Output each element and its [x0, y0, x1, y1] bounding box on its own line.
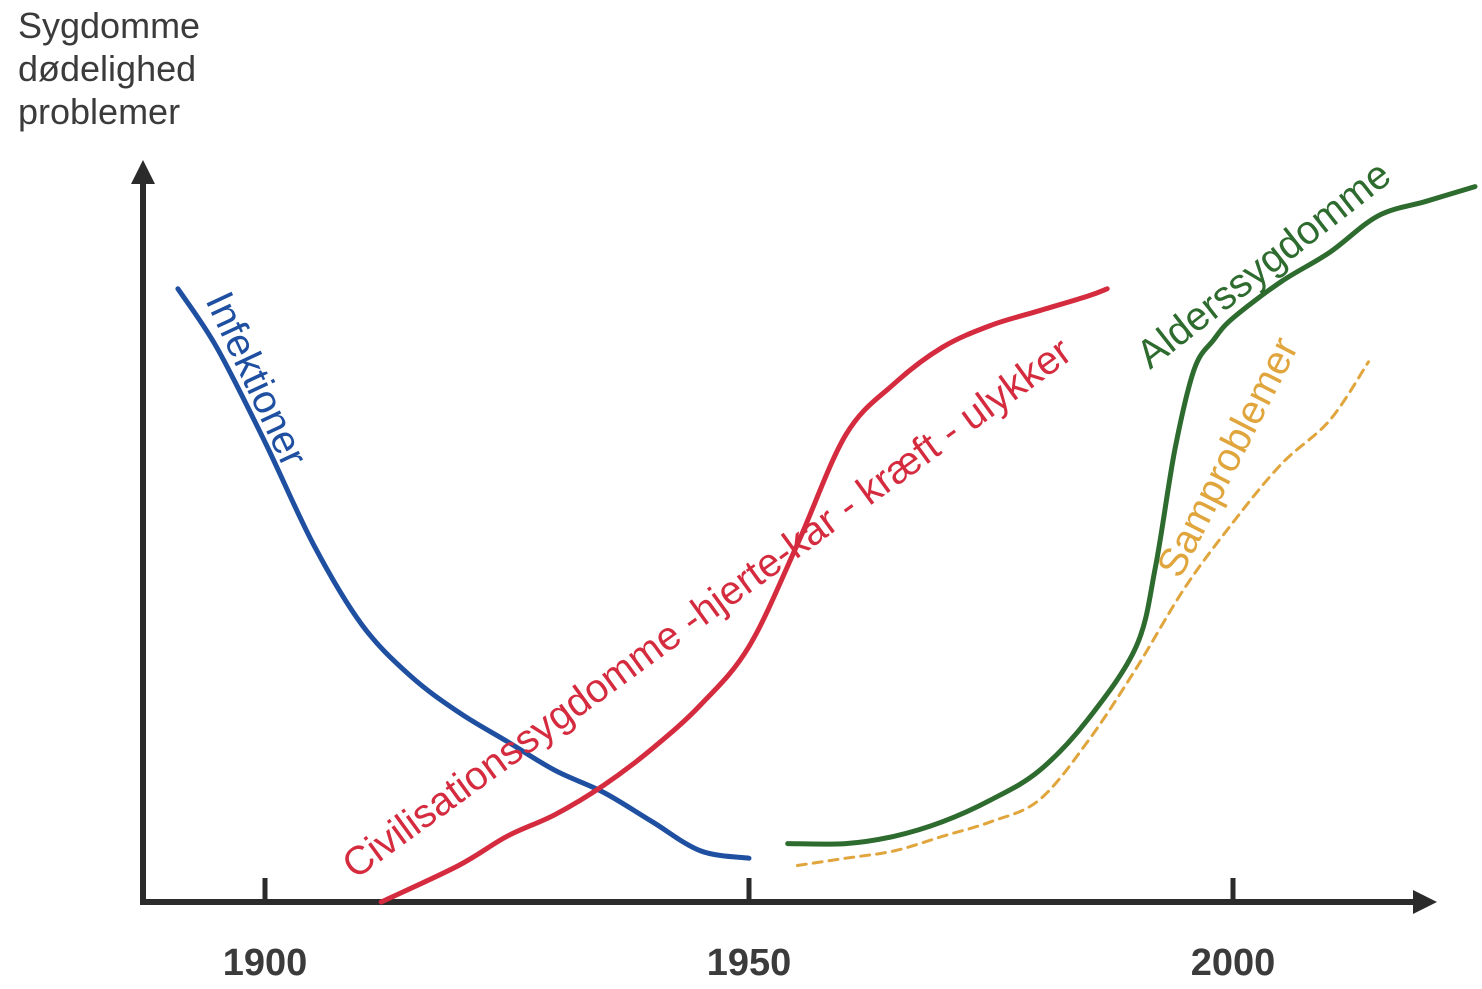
series-label-1: Civilisationssygdomme -hjerte-kar - kræf…: [334, 329, 1079, 887]
x-tick-label-1950: 1950: [707, 942, 792, 984]
y-axis-label-line-1: Sygdomme: [18, 5, 200, 46]
series-line-1: [378, 286, 1110, 905]
series-line-0: [175, 286, 752, 861]
series-line-3: [795, 360, 1370, 867]
y-axis-label-line-3: problemer: [18, 91, 180, 132]
x-tick-label-2000: 2000: [1191, 942, 1276, 984]
series-labels: Infektioner Civilisationssygdomme -hjerte…: [197, 152, 1399, 887]
x-tick-label-1900: 1900: [223, 942, 308, 984]
y-axis-label-line-2: dødelighed: [18, 48, 196, 89]
series-lines: [175, 184, 1478, 905]
x-ticks: 1900 1950 2000: [223, 878, 1276, 984]
series-line-2: [785, 184, 1478, 847]
series-label-0: Infektioner: [197, 285, 316, 473]
